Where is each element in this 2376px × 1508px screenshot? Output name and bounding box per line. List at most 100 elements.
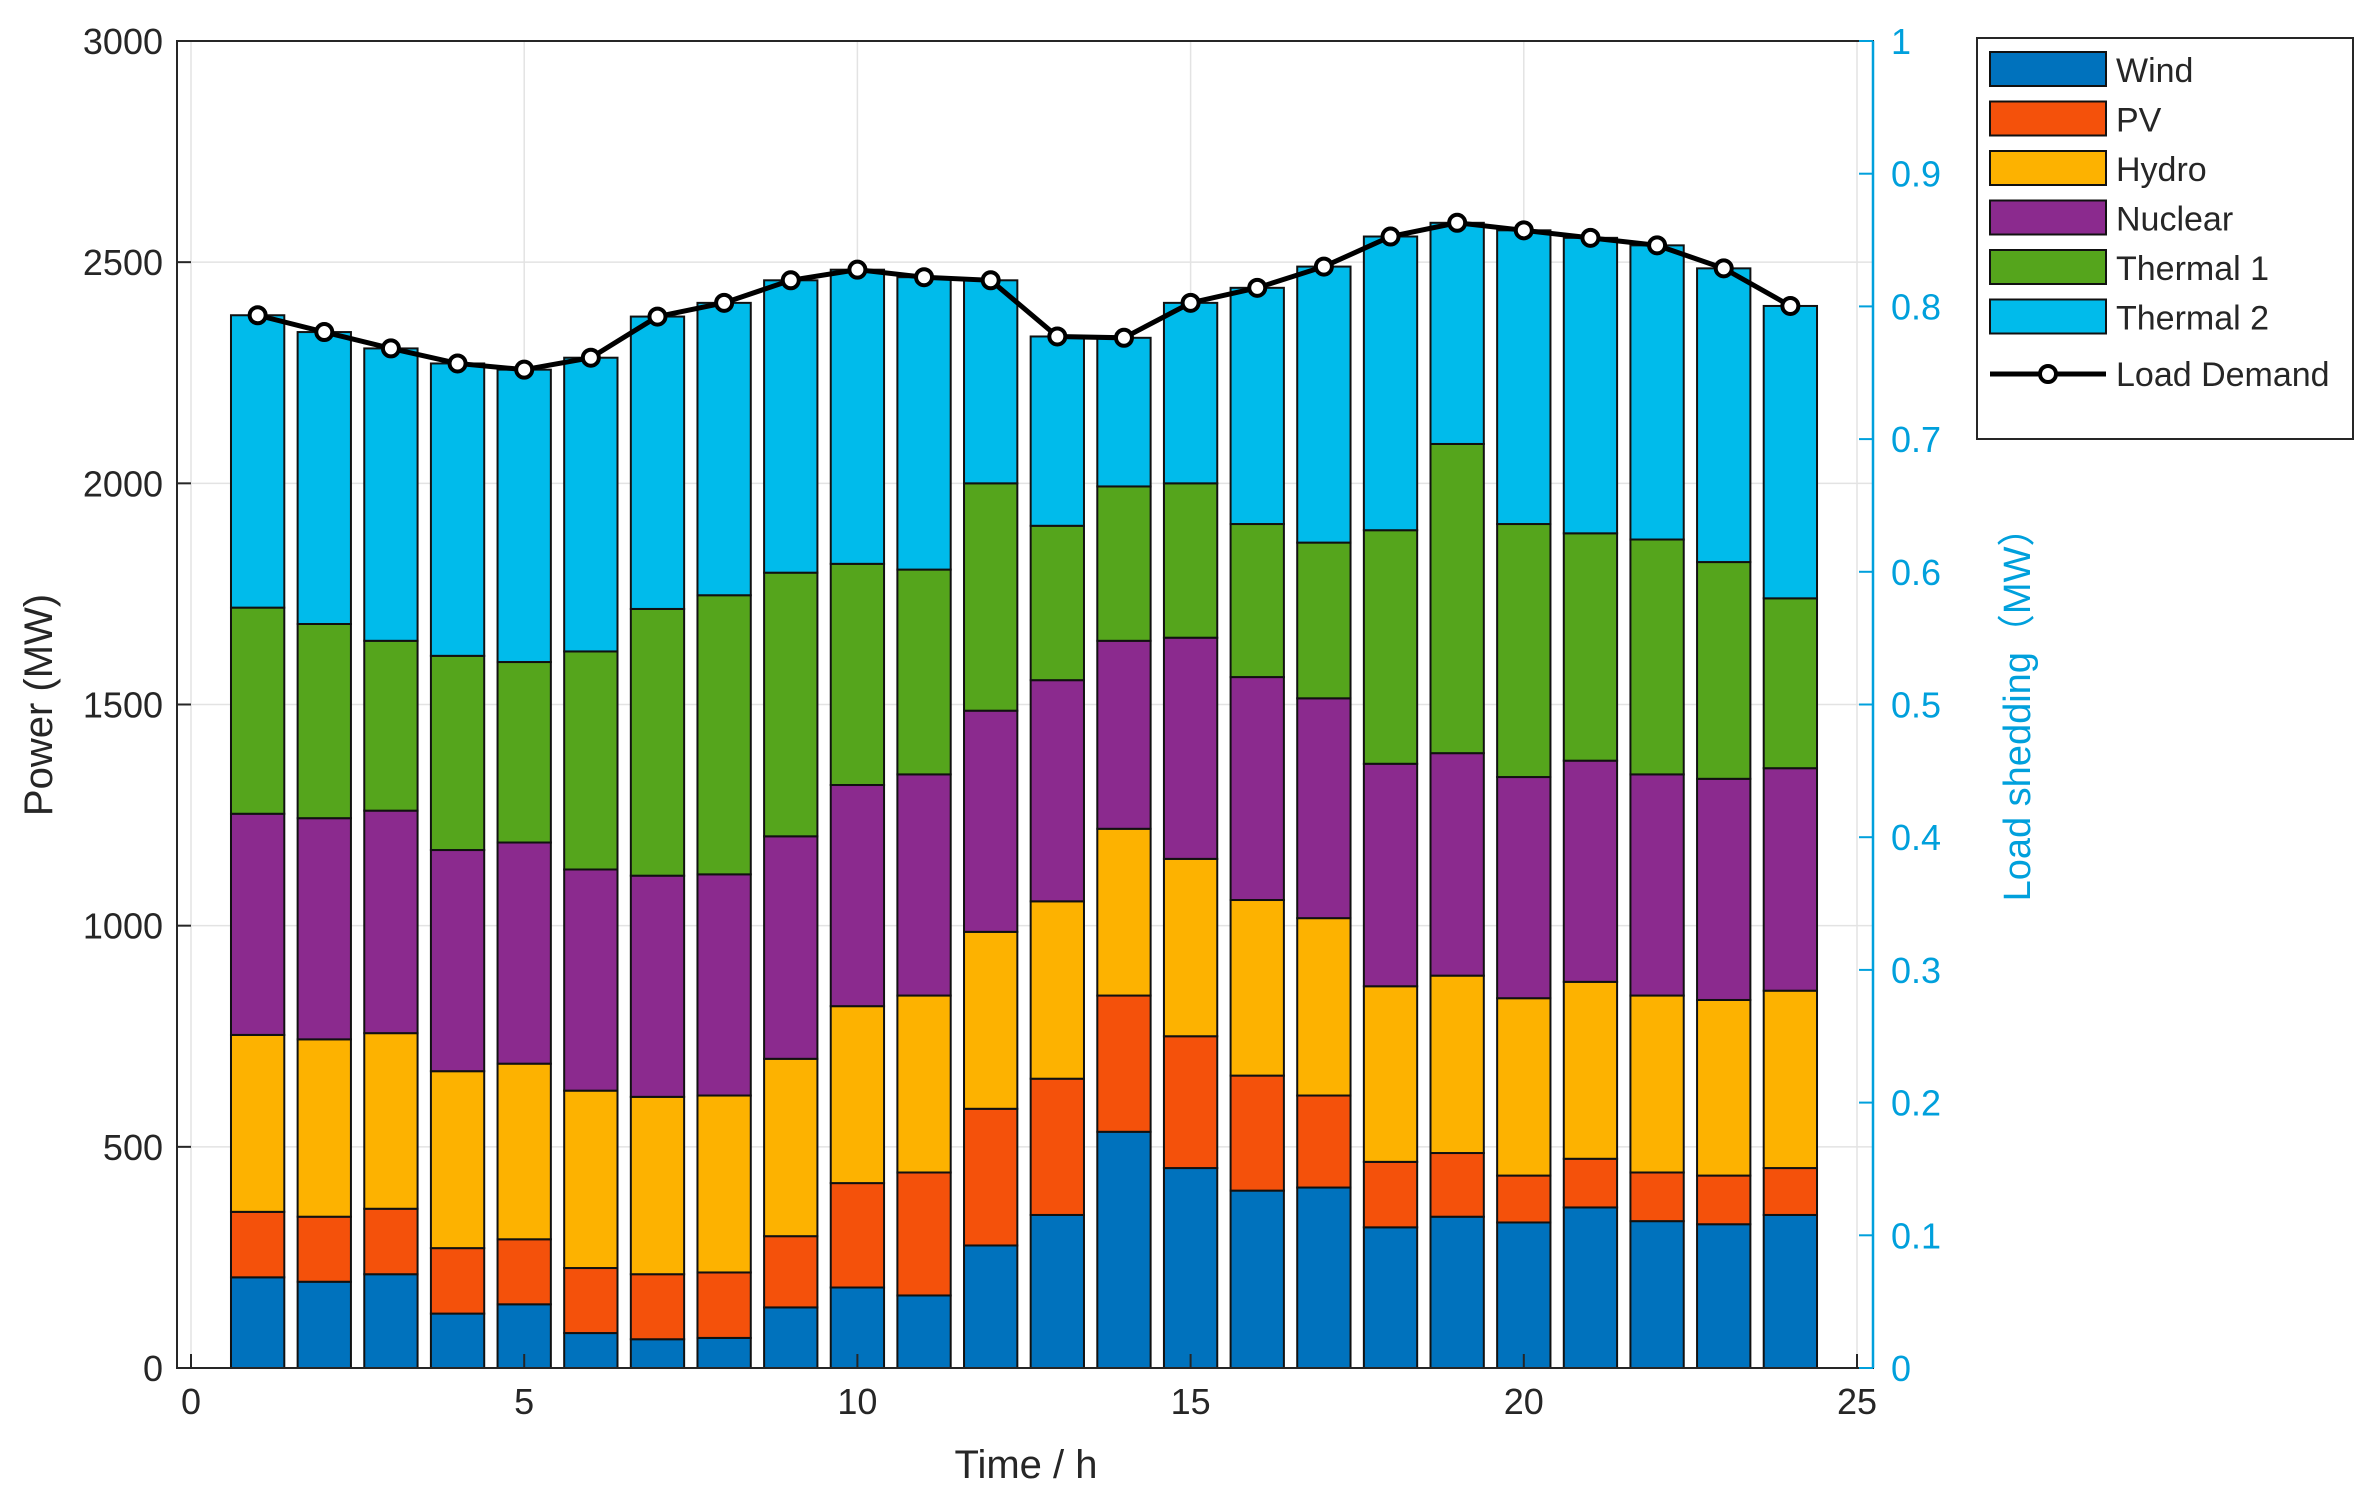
- y-tick-label: 1000: [83, 906, 163, 947]
- y2-tick-label: 0.2: [1891, 1083, 1941, 1124]
- load-demand-marker: [314, 322, 335, 343]
- bar-pv: [563, 1267, 619, 1335]
- y-tick-label: 1500: [83, 685, 163, 726]
- y2-tick-label: 0: [1891, 1348, 1911, 1389]
- bar-hydro: [1496, 997, 1552, 1177]
- y-tick-label: 3000: [83, 21, 163, 62]
- bar-pv: [1562, 1157, 1619, 1209]
- bar-thermal-1: [1762, 597, 1819, 770]
- bar-nuclear: [296, 817, 352, 1041]
- bar-pv: [1496, 1174, 1552, 1224]
- bar-pv: [829, 1182, 886, 1289]
- bar-thermal-1: [1496, 523, 1552, 779]
- load-demand-marker: [847, 259, 868, 280]
- bar-wind: [296, 1280, 352, 1369]
- bar-wind: [1629, 1220, 1685, 1370]
- bar-wind: [229, 1276, 286, 1369]
- load-demand-marker: [647, 306, 668, 327]
- bar-hydro: [496, 1062, 552, 1241]
- bar-pv: [229, 1210, 286, 1279]
- bar-nuclear: [763, 835, 819, 1060]
- bar-thermal-2: [1629, 244, 1685, 541]
- y2-tick-label: 0.6: [1891, 552, 1941, 593]
- bar-thermal-1: [1162, 482, 1219, 639]
- x-tick-label: 0: [181, 1381, 201, 1422]
- bar-thermal-2: [1029, 335, 1085, 527]
- bar-hydro: [763, 1057, 819, 1238]
- bar-hydro: [1696, 998, 1752, 1177]
- bar-nuclear: [963, 709, 1019, 933]
- bar-thermal-2: [963, 279, 1019, 485]
- legend-marker: [2038, 364, 2058, 384]
- bar-wind: [563, 1332, 619, 1369]
- bar-wind: [696, 1336, 752, 1370]
- load-demand-marker: [514, 359, 535, 380]
- bar-hydro: [229, 1033, 286, 1213]
- bar-thermal-1: [496, 661, 552, 844]
- bar-nuclear: [1762, 767, 1819, 992]
- bar-wind: [1496, 1221, 1552, 1369]
- bars: [229, 221, 1819, 1370]
- load-demand-marker: [380, 338, 401, 359]
- bar-hydro: [1362, 985, 1419, 1163]
- bar-wind: [1429, 1215, 1485, 1370]
- bar-hydro: [563, 1089, 619, 1270]
- legend-swatch: [1989, 100, 2107, 137]
- load-demand-marker: [1447, 212, 1468, 233]
- bar-pv: [1096, 994, 1152, 1133]
- bar-thermal-1: [763, 571, 819, 838]
- y2-tick-label: 0.5: [1891, 685, 1941, 726]
- bar-thermal-2: [1229, 286, 1285, 526]
- bar-nuclear: [896, 773, 952, 997]
- axis-ticks: 0 500 1000 1500 2000 2500 3000 0 5 10 15 20 25 0 0.1 0.…: [83, 21, 1941, 1422]
- load-demand-marker: [447, 353, 468, 374]
- x-axis-label: Time / h: [955, 1443, 1098, 1487]
- bar-hydro: [1096, 827, 1152, 997]
- load-demand-marker: [1180, 292, 1201, 313]
- load-demand-line: [247, 212, 1801, 380]
- legend-label: Load Demand: [2116, 356, 2330, 394]
- legend-label: Nuclear: [2116, 201, 2233, 239]
- bar-nuclear: [1362, 762, 1419, 988]
- bar-thermal-1: [1296, 541, 1352, 700]
- bar-nuclear: [1296, 697, 1352, 920]
- load-demand-marker: [580, 347, 601, 368]
- x-tick-label: 5: [514, 1381, 534, 1422]
- bar-thermal-1: [1696, 561, 1752, 780]
- legend-swatch: [1989, 199, 2107, 236]
- bar-pv: [963, 1107, 1019, 1247]
- bar-hydro: [1229, 899, 1285, 1077]
- bar-thermal-1: [896, 568, 952, 776]
- bar-nuclear: [1096, 639, 1152, 830]
- load-demand-marker: [1380, 226, 1401, 247]
- bar-thermal-1: [1362, 529, 1419, 765]
- y2-tick-label: 0.7: [1891, 419, 1941, 460]
- bar-pv: [763, 1235, 819, 1309]
- x-tick-label: 20: [1504, 1381, 1544, 1422]
- bar-pv: [1762, 1167, 1819, 1216]
- bar-thermal-2: [563, 356, 619, 653]
- bar-thermal-1: [829, 562, 886, 787]
- bar-thermal-2: [1162, 301, 1219, 485]
- bar-nuclear: [496, 841, 552, 1065]
- bar-nuclear: [829, 784, 886, 1008]
- bar-wind: [1762, 1213, 1819, 1369]
- bar-nuclear: [696, 873, 752, 1097]
- y-axis-label: Power (MW): [17, 594, 61, 816]
- bar-pv: [1362, 1160, 1419, 1229]
- bar-hydro: [1162, 857, 1219, 1038]
- bar-thermal-2: [1429, 221, 1485, 445]
- bar-hydro: [429, 1070, 486, 1250]
- bar-hydro: [296, 1038, 352, 1218]
- bar-thermal-2: [1096, 336, 1152, 488]
- bar-thermal-1: [629, 607, 686, 877]
- bar-nuclear: [1696, 777, 1752, 1001]
- bar-hydro: [1562, 980, 1619, 1160]
- load-demand-marker: [1113, 327, 1134, 348]
- bar-nuclear: [1496, 776, 1552, 1000]
- bar-wind: [963, 1244, 1019, 1369]
- bar-thermal-1: [1562, 532, 1619, 762]
- bar-thermal-2: [1696, 267, 1752, 564]
- legend-swatch: [1989, 51, 2107, 87]
